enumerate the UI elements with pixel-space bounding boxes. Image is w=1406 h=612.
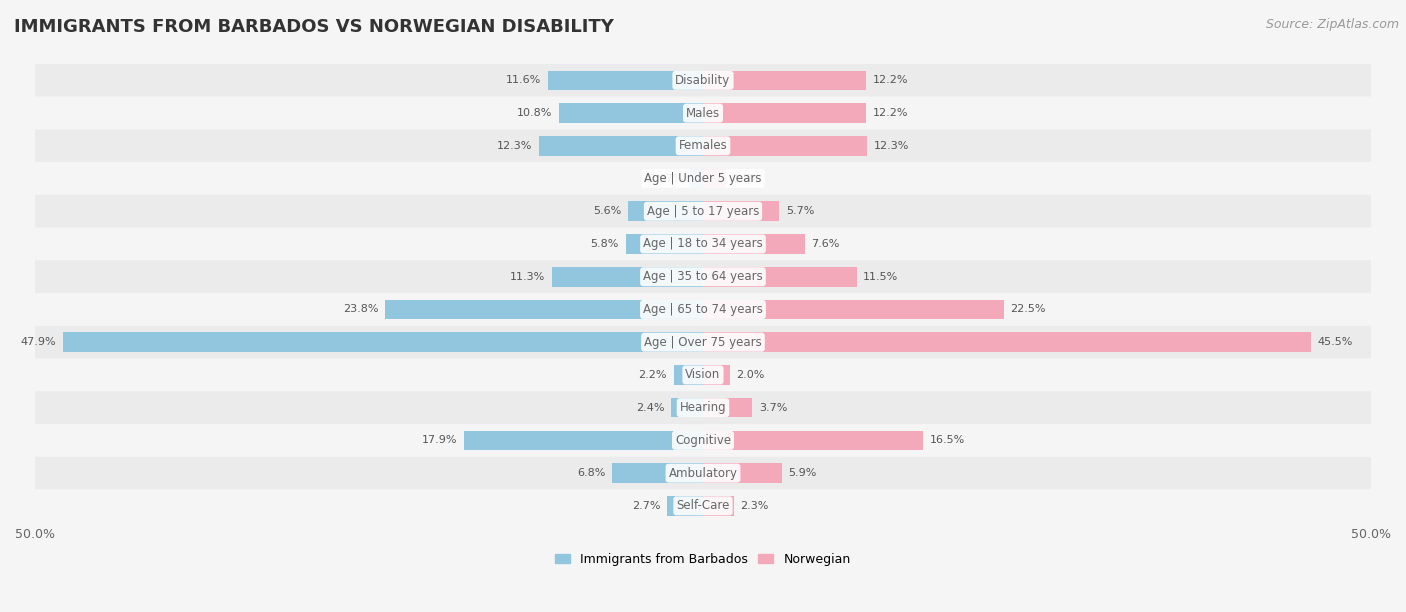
Text: 6.8%: 6.8% — [576, 468, 606, 478]
Text: 2.2%: 2.2% — [638, 370, 666, 380]
Text: 2.4%: 2.4% — [636, 403, 664, 412]
FancyBboxPatch shape — [35, 64, 1371, 97]
Bar — [626, 234, 703, 254]
Bar — [673, 365, 703, 385]
Text: 12.3%: 12.3% — [496, 141, 531, 151]
Bar — [464, 431, 703, 450]
Bar — [703, 136, 868, 155]
Bar — [671, 398, 703, 417]
FancyBboxPatch shape — [35, 391, 1371, 424]
Bar — [703, 234, 804, 254]
Bar — [548, 70, 703, 90]
Text: 1.7%: 1.7% — [733, 174, 761, 184]
Bar — [628, 201, 703, 221]
Text: 23.8%: 23.8% — [343, 304, 378, 315]
Bar — [690, 169, 703, 188]
FancyBboxPatch shape — [35, 424, 1371, 457]
Bar — [558, 103, 703, 123]
Text: 7.6%: 7.6% — [811, 239, 839, 249]
Text: 2.0%: 2.0% — [737, 370, 765, 380]
Bar — [63, 332, 703, 352]
Bar — [703, 169, 725, 188]
Bar — [553, 267, 703, 286]
Bar — [385, 300, 703, 319]
Text: 45.5%: 45.5% — [1317, 337, 1353, 347]
Text: 12.3%: 12.3% — [875, 141, 910, 151]
Text: 12.2%: 12.2% — [873, 75, 908, 85]
Text: Age | 18 to 34 years: Age | 18 to 34 years — [643, 237, 763, 250]
Bar — [703, 267, 856, 286]
Text: 2.3%: 2.3% — [741, 501, 769, 511]
Text: Age | Under 5 years: Age | Under 5 years — [644, 172, 762, 185]
Bar — [703, 201, 779, 221]
FancyBboxPatch shape — [35, 228, 1371, 260]
Text: 5.6%: 5.6% — [593, 206, 621, 216]
Text: 5.9%: 5.9% — [789, 468, 817, 478]
Text: 5.7%: 5.7% — [786, 206, 814, 216]
Bar — [703, 300, 1004, 319]
Text: 11.3%: 11.3% — [510, 272, 546, 282]
FancyBboxPatch shape — [35, 457, 1371, 490]
Text: Source: ZipAtlas.com: Source: ZipAtlas.com — [1265, 18, 1399, 31]
FancyBboxPatch shape — [35, 326, 1371, 359]
Text: Age | 65 to 74 years: Age | 65 to 74 years — [643, 303, 763, 316]
FancyBboxPatch shape — [35, 129, 1371, 162]
Text: 17.9%: 17.9% — [422, 435, 457, 446]
Bar — [703, 398, 752, 417]
Bar — [703, 431, 924, 450]
Text: Age | 5 to 17 years: Age | 5 to 17 years — [647, 205, 759, 218]
Bar — [703, 70, 866, 90]
FancyBboxPatch shape — [35, 293, 1371, 326]
Text: Hearing: Hearing — [679, 401, 727, 414]
Bar — [703, 463, 782, 483]
Text: 16.5%: 16.5% — [931, 435, 966, 446]
Bar — [612, 463, 703, 483]
FancyBboxPatch shape — [35, 490, 1371, 522]
Text: Disability: Disability — [675, 74, 731, 87]
Bar — [538, 136, 703, 155]
Text: 0.97%: 0.97% — [648, 174, 683, 184]
Text: 47.9%: 47.9% — [21, 337, 56, 347]
Bar — [703, 332, 1310, 352]
Text: Males: Males — [686, 106, 720, 119]
Text: Cognitive: Cognitive — [675, 434, 731, 447]
Text: Self-Care: Self-Care — [676, 499, 730, 512]
FancyBboxPatch shape — [35, 162, 1371, 195]
Text: Vision: Vision — [685, 368, 721, 381]
Text: 3.7%: 3.7% — [759, 403, 787, 412]
Text: 11.6%: 11.6% — [506, 75, 541, 85]
Text: 10.8%: 10.8% — [516, 108, 553, 118]
Text: Age | Over 75 years: Age | Over 75 years — [644, 336, 762, 349]
FancyBboxPatch shape — [35, 260, 1371, 293]
Text: 12.2%: 12.2% — [873, 108, 908, 118]
Text: IMMIGRANTS FROM BARBADOS VS NORWEGIAN DISABILITY: IMMIGRANTS FROM BARBADOS VS NORWEGIAN DI… — [14, 18, 614, 36]
Bar — [703, 365, 730, 385]
FancyBboxPatch shape — [35, 195, 1371, 228]
FancyBboxPatch shape — [35, 359, 1371, 391]
Bar — [703, 496, 734, 516]
Bar — [666, 496, 703, 516]
Text: 22.5%: 22.5% — [1011, 304, 1046, 315]
Legend: Immigrants from Barbados, Norwegian: Immigrants from Barbados, Norwegian — [550, 548, 856, 571]
Text: 11.5%: 11.5% — [863, 272, 898, 282]
Text: Age | 35 to 64 years: Age | 35 to 64 years — [643, 271, 763, 283]
Text: 5.8%: 5.8% — [591, 239, 619, 249]
Text: Ambulatory: Ambulatory — [668, 466, 738, 480]
Text: 2.7%: 2.7% — [631, 501, 661, 511]
FancyBboxPatch shape — [35, 97, 1371, 129]
Bar — [703, 103, 866, 123]
Text: Females: Females — [679, 140, 727, 152]
